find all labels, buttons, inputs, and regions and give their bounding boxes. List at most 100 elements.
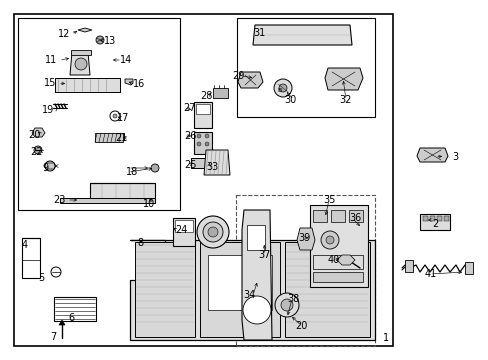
Text: 34: 34 (243, 290, 255, 300)
Circle shape (279, 84, 286, 92)
Circle shape (320, 231, 338, 249)
Bar (422, 216, 427, 221)
Bar (419, 214, 449, 230)
Bar (213, 88, 227, 98)
Bar (207, 255, 271, 310)
Bar (55, 78, 120, 92)
Polygon shape (404, 260, 412, 272)
Text: 35: 35 (323, 195, 335, 205)
Text: 4: 4 (22, 240, 28, 250)
Text: 5: 5 (38, 273, 44, 283)
Circle shape (45, 161, 55, 171)
Text: B: B (277, 89, 282, 94)
Text: 40: 40 (327, 255, 340, 265)
Circle shape (325, 236, 333, 244)
Polygon shape (203, 150, 229, 175)
Text: 36: 36 (348, 213, 361, 223)
Bar (312, 210, 326, 222)
Bar (194, 102, 212, 128)
Text: 3: 3 (451, 152, 457, 162)
Circle shape (204, 134, 208, 138)
Polygon shape (59, 320, 65, 325)
Bar (309, 205, 367, 287)
Text: 37: 37 (258, 250, 270, 260)
Bar (18, 18, 180, 210)
Polygon shape (60, 198, 155, 203)
Text: 19: 19 (42, 105, 54, 115)
Bar (135, 242, 195, 337)
Text: 21: 21 (115, 133, 127, 143)
Text: 10: 10 (142, 199, 155, 209)
Text: 17: 17 (117, 113, 129, 123)
Circle shape (281, 299, 292, 311)
Bar (312, 272, 362, 282)
Polygon shape (416, 148, 447, 162)
Bar (14, 14, 392, 346)
Circle shape (197, 142, 201, 146)
Bar (429, 216, 434, 221)
Bar (90, 183, 155, 201)
Polygon shape (32, 128, 45, 137)
Circle shape (151, 164, 159, 172)
Circle shape (204, 142, 208, 146)
Circle shape (197, 134, 201, 138)
Text: 27: 27 (183, 103, 195, 113)
Bar (54, 297, 96, 321)
Polygon shape (130, 240, 374, 340)
Bar (237, 18, 374, 117)
Bar (436, 216, 441, 221)
Text: 2: 2 (431, 219, 437, 229)
Text: 23: 23 (53, 195, 65, 205)
Circle shape (243, 296, 270, 324)
Circle shape (34, 146, 42, 154)
Circle shape (113, 114, 117, 118)
Text: 20: 20 (28, 130, 41, 140)
Polygon shape (325, 68, 362, 90)
Bar (443, 216, 448, 221)
Circle shape (273, 79, 291, 97)
Polygon shape (252, 25, 351, 45)
Text: 18: 18 (126, 167, 138, 177)
Polygon shape (336, 255, 354, 265)
Text: 20: 20 (294, 321, 307, 331)
Text: 25: 25 (183, 160, 196, 170)
Bar (194, 132, 212, 154)
Text: 9: 9 (42, 163, 48, 173)
Polygon shape (242, 210, 271, 340)
Bar (196, 104, 209, 114)
Bar (236, 195, 374, 346)
Text: 7: 7 (50, 332, 56, 342)
Text: 41: 41 (424, 269, 436, 279)
Circle shape (203, 222, 223, 242)
Circle shape (274, 293, 298, 317)
Text: 33: 33 (205, 162, 218, 172)
Bar (95, 133, 123, 142)
Bar (173, 218, 195, 246)
Bar (200, 242, 280, 337)
Text: 11: 11 (45, 55, 57, 65)
Bar (285, 242, 369, 337)
Text: 26: 26 (183, 131, 196, 141)
Polygon shape (78, 28, 92, 32)
Circle shape (197, 216, 228, 248)
Text: 14: 14 (120, 55, 132, 65)
Polygon shape (70, 52, 90, 75)
Bar (191, 158, 213, 168)
Text: 15: 15 (44, 78, 56, 88)
Text: 38: 38 (286, 294, 299, 304)
Polygon shape (296, 228, 314, 250)
Text: 16: 16 (133, 79, 145, 89)
Polygon shape (238, 72, 263, 88)
Text: 13: 13 (104, 36, 116, 46)
Circle shape (75, 58, 87, 70)
Text: 28: 28 (200, 91, 212, 101)
Bar (71, 50, 91, 55)
Bar (330, 210, 345, 222)
Bar (246, 225, 264, 250)
Text: 12: 12 (58, 29, 70, 39)
Circle shape (96, 36, 104, 44)
Bar (175, 220, 193, 232)
Polygon shape (125, 79, 133, 85)
Bar (22, 238, 40, 278)
Bar (312, 255, 362, 269)
